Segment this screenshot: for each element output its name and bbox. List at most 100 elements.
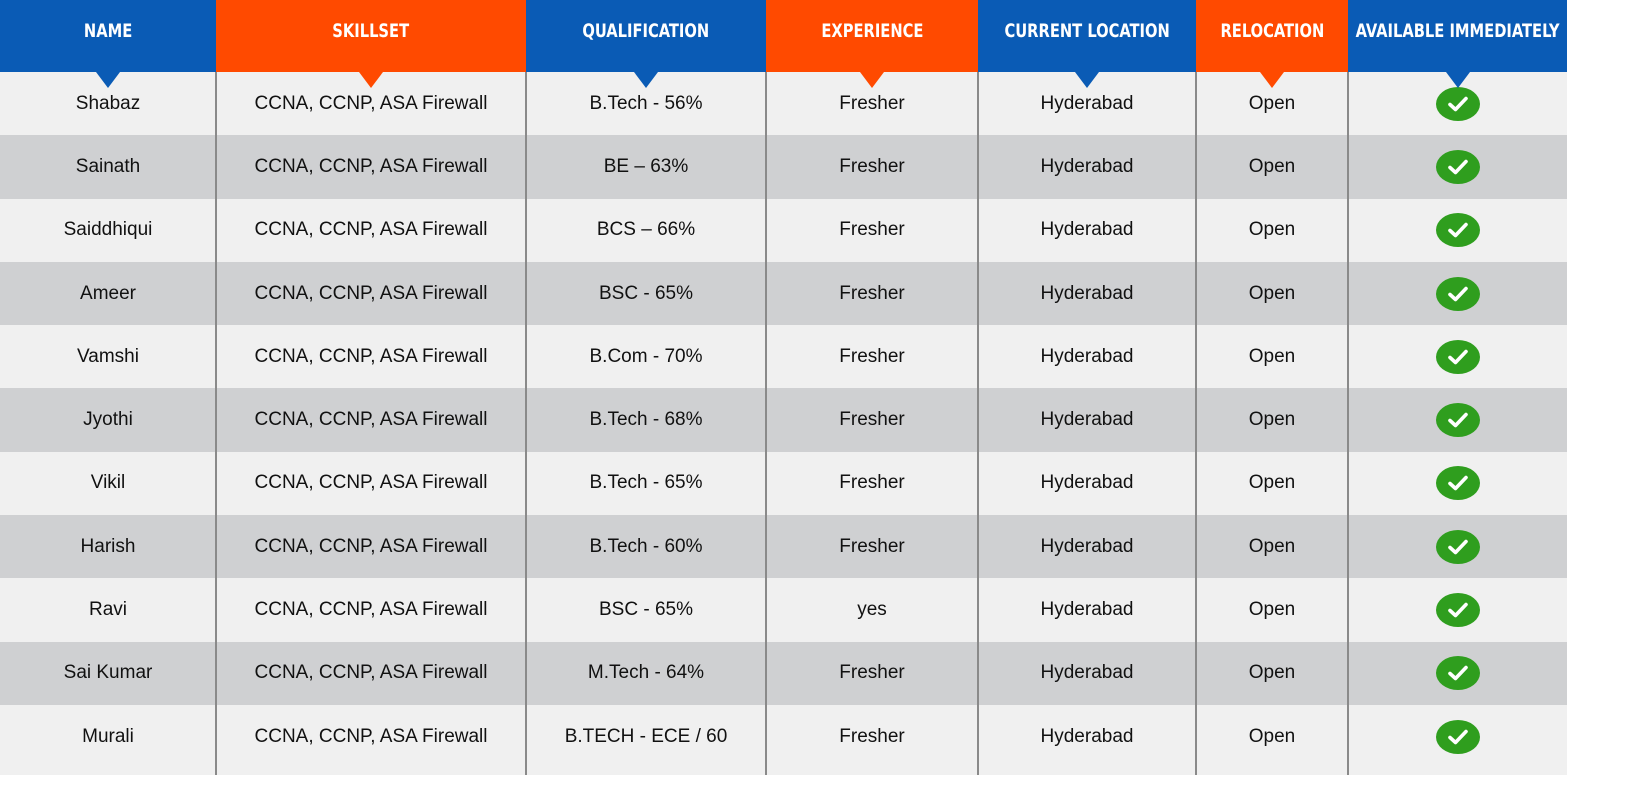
location-cell: Hyderabad: [1040, 662, 1134, 684]
name-cell: Ameer: [80, 282, 136, 304]
header-label: CURRENT LOCATION: [1004, 20, 1170, 42]
experience-cell: Fresher: [839, 409, 905, 431]
experience-cell: Fresher: [839, 155, 905, 177]
table-row: Jyothi CCNA, CCNP, ASA Firewall B.Tech - 6…: [0, 388, 1567, 452]
skillset-cell: CCNA, CCNP, ASA Firewall: [254, 725, 488, 747]
available-cell: [1348, 72, 1567, 135]
experience-cell: Fresher: [839, 92, 905, 114]
header-experience: EXPERIENCE: [766, 0, 978, 88]
header-qualification: QUALIFICATION: [526, 0, 766, 88]
name-cell: Sainath: [75, 155, 141, 177]
header-relocation: RELOCATION: [1196, 0, 1348, 88]
available-cell: [1348, 199, 1567, 262]
skillset-cell: CCNA, CCNP, ASA Firewall: [254, 472, 488, 494]
check-icon: [1435, 276, 1480, 311]
relocation-cell: Open: [1248, 599, 1296, 621]
table-row: Ravi CCNA, CCNP, ASA Firewall BSC - 65% yes…: [0, 578, 1567, 641]
qualification-cell: BSC - 65%: [599, 599, 693, 621]
experience-cell: yes: [857, 599, 887, 621]
name-cell: Vikil: [90, 472, 126, 494]
table-row: Ameer CCNA, CCNP, ASA Firewall BSC - 65% Fr…: [0, 261, 1567, 326]
experience-cell: Fresher: [839, 472, 905, 494]
header-name: NAME: [0, 0, 216, 88]
location-cell: Hyderabad: [1040, 345, 1134, 367]
experience-cell: Fresher: [839, 345, 905, 367]
column-divider: [525, 72, 527, 775]
skillset-cell: CCNA, CCNP, ASA Firewall: [254, 155, 488, 177]
check-icon: [1435, 529, 1480, 564]
table-row: Murali CCNA, CCNP, ASA Firewall B.TECH - E…: [0, 705, 1567, 768]
skillset-cell: CCNA, CCNP, ASA Firewall: [254, 662, 488, 684]
location-cell: Hyderabad: [1040, 155, 1134, 177]
skillset-cell: CCNA, CCNP, ASA Firewall: [254, 219, 488, 241]
skillset-cell: CCNA, CCNP, ASA Firewall: [254, 282, 488, 304]
name-cell: Murali: [82, 725, 134, 747]
header-available: AVAILABLE IMMEDIATELY: [1348, 0, 1567, 88]
available-cell: [1348, 388, 1567, 451]
table-row: Vikil CCNA, CCNP, ASA Firewall B.Tech - 65…: [0, 452, 1567, 515]
skillset-cell: CCNA, CCNP, ASA Firewall: [254, 92, 488, 114]
relocation-cell: Open: [1248, 472, 1296, 494]
header-label: EXPERIENCE: [820, 20, 924, 42]
check-icon: [1435, 593, 1480, 628]
name-cell: Sai Kumar: [63, 662, 153, 684]
location-cell: Hyderabad: [1040, 725, 1134, 747]
skillset-cell: CCNA, CCNP, ASA Firewall: [254, 345, 488, 367]
skillset-cell: CCNA, CCNP, ASA Firewall: [254, 409, 488, 431]
available-cell: [1348, 705, 1567, 768]
check-icon: [1435, 403, 1480, 438]
qualification-cell: B.Tech - 56%: [589, 92, 703, 114]
check-icon: [1435, 719, 1480, 754]
experience-cell: Fresher: [839, 535, 905, 557]
location-cell: Hyderabad: [1040, 409, 1134, 431]
table-row: Harish CCNA, CCNP, ASA Firewall B.Tech - 6…: [0, 515, 1567, 579]
check-icon: [1435, 656, 1480, 691]
qualification-cell: B.TECH - ECE / 60: [564, 725, 728, 747]
column-divider: [765, 72, 767, 775]
available-cell: [1348, 642, 1567, 705]
column-divider: [977, 72, 979, 775]
qualification-cell: BCS – 66%: [596, 219, 696, 241]
header-location: CURRENT LOCATION: [978, 0, 1196, 88]
name-cell: Ravi: [88, 599, 127, 621]
table-row: Sai Kumar CCNA, CCNP, ASA Firewall M.Tech …: [0, 641, 1567, 705]
available-cell: [1348, 578, 1567, 641]
header-label: SKILLSET: [332, 20, 410, 42]
experience-cell: Fresher: [839, 282, 905, 304]
check-icon: [1435, 339, 1480, 374]
location-cell: Hyderabad: [1040, 282, 1134, 304]
qualification-cell: B.Tech - 65%: [589, 472, 703, 494]
check-icon: [1435, 86, 1480, 121]
location-cell: Hyderabad: [1040, 599, 1134, 621]
header-label: AVAILABLE IMMEDIATELY: [1355, 20, 1560, 42]
check-icon: [1435, 149, 1480, 184]
relocation-cell: Open: [1248, 535, 1296, 557]
relocation-cell: Open: [1248, 345, 1296, 367]
header-label: NAME: [83, 20, 133, 42]
column-divider: [215, 72, 217, 775]
name-cell: Shabaz: [75, 92, 141, 114]
table-header: NAME SKILLSET QUALIFICATION EXPERIENCE CURRE…: [0, 0, 1567, 88]
qualification-cell: BE – 63%: [603, 155, 689, 177]
experience-cell: Fresher: [839, 725, 905, 747]
available-cell: [1348, 262, 1567, 325]
name-cell: Harish: [80, 535, 136, 557]
table-body: Shabaz CCNA, CCNP, ASA Firewall B.Tech - 5…: [0, 72, 1567, 768]
relocation-cell: Open: [1248, 219, 1296, 241]
location-cell: Hyderabad: [1040, 472, 1134, 494]
available-cell: [1348, 135, 1567, 198]
candidate-table: NAME SKILLSET QUALIFICATION EXPERIENCE CURRE…: [0, 0, 1567, 775]
name-cell: Jyothi: [83, 409, 133, 431]
header-label: RELOCATION: [1220, 20, 1324, 42]
relocation-cell: Open: [1248, 725, 1296, 747]
column-divider: [1347, 72, 1349, 775]
name-cell: Vamshi: [77, 345, 139, 367]
available-cell: [1348, 325, 1567, 388]
relocation-cell: Open: [1248, 282, 1296, 304]
available-cell: [1348, 515, 1567, 578]
header-label: QUALIFICATION: [582, 20, 710, 42]
relocation-cell: Open: [1248, 155, 1296, 177]
check-icon: [1435, 213, 1480, 248]
table-row: Saiddhiqui CCNA, CCNP, ASA Firewall BCS – …: [0, 199, 1567, 262]
relocation-cell: Open: [1248, 662, 1296, 684]
